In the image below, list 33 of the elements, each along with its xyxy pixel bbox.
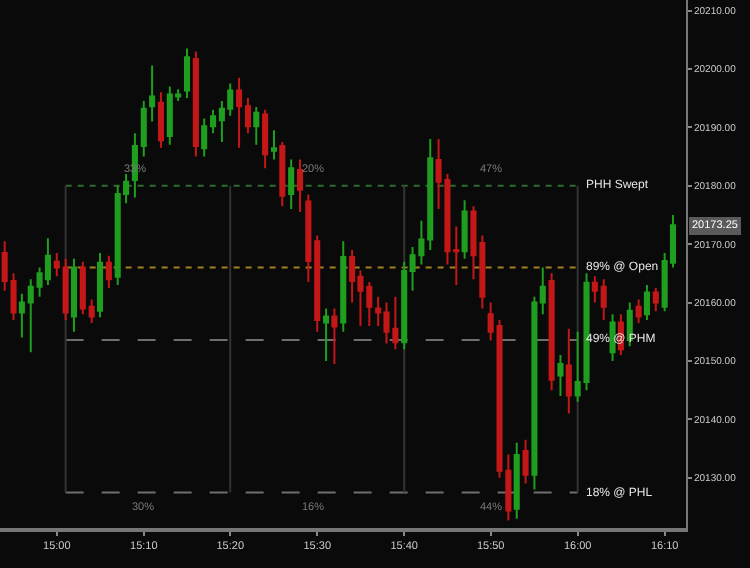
candlestick xyxy=(626,301,633,348)
candlestick xyxy=(157,91,164,149)
candlestick xyxy=(70,257,77,333)
candlestick xyxy=(557,354,564,397)
candlestick xyxy=(105,254,112,289)
candlestick xyxy=(522,438,529,485)
candlestick xyxy=(262,108,269,170)
candlestick xyxy=(279,140,286,208)
candlestick xyxy=(288,158,295,211)
candlestick xyxy=(236,76,243,149)
candlestick xyxy=(340,240,347,333)
candlestick xyxy=(383,301,390,345)
candlestick xyxy=(149,64,156,123)
candlestick xyxy=(513,441,520,520)
candlestick xyxy=(323,307,330,362)
candlestick xyxy=(270,129,278,161)
candlestick xyxy=(62,257,69,322)
candlestick xyxy=(183,47,191,100)
candlestick xyxy=(548,272,555,392)
candlestick xyxy=(652,286,659,313)
candlestick xyxy=(461,199,468,260)
candlestick xyxy=(201,117,208,158)
candlestick xyxy=(600,278,607,322)
candlestick xyxy=(192,50,199,158)
candlestick xyxy=(166,85,173,146)
candlestick xyxy=(635,298,642,324)
candlestick xyxy=(331,307,338,365)
candlestick xyxy=(296,158,304,214)
candlestick xyxy=(253,105,260,146)
candlestick xyxy=(609,313,616,362)
candlestick xyxy=(643,284,650,322)
candlestick xyxy=(565,327,572,415)
candlestick xyxy=(96,251,104,319)
